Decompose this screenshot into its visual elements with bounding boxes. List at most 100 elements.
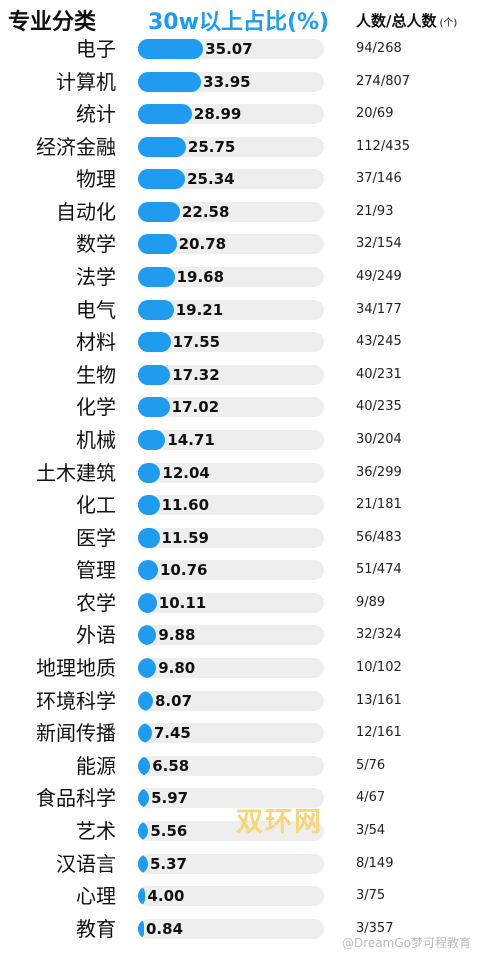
value-label: 8.07	[155, 691, 193, 710]
value-label: 17.55	[172, 333, 221, 352]
bar-track	[138, 267, 324, 288]
count-label: 49/249	[356, 269, 402, 285]
value-label: 17.02	[171, 398, 220, 417]
bar-row: 机械 14.71 30/204	[0, 425, 500, 455]
bar-track	[138, 690, 324, 711]
count-label: 10/102	[356, 660, 402, 676]
bar	[138, 755, 151, 776]
bar-track	[138, 332, 324, 353]
category-label: 农学	[76, 590, 116, 615]
bar-track	[138, 853, 324, 874]
count-label: 3/357	[356, 920, 394, 936]
category-label: 环境科学	[36, 688, 116, 713]
bar	[138, 169, 186, 190]
bar	[138, 39, 204, 59]
category-label: 医学	[76, 525, 116, 550]
category-label: 自动化	[56, 199, 116, 224]
bar-track	[138, 592, 324, 613]
header-major: 专业分类	[8, 10, 97, 35]
bar-track	[138, 71, 324, 92]
bar	[138, 332, 171, 353]
bar-track	[138, 364, 324, 385]
bar-row: 管理 10.76 51/474	[0, 555, 500, 585]
category-label: 计算机	[56, 69, 116, 94]
value-label: 19.68	[176, 268, 225, 287]
bar	[138, 820, 149, 841]
count-label: 20/69	[356, 106, 394, 122]
bar-row: 农学 10.11 9/89	[0, 588, 500, 618]
category-label: 艺术	[76, 818, 116, 843]
bar-track	[138, 527, 324, 548]
value-label: 28.99	[193, 105, 242, 124]
count-label: 8/149	[356, 855, 394, 871]
bar-row: 化工 11.60 21/181	[0, 490, 500, 520]
count-label: 21/93	[356, 203, 394, 219]
category-label: 地理地质	[36, 656, 116, 681]
bar-row: 经济金融 25.75 112/435	[0, 132, 500, 162]
bar-row: 能源 6.58 5/76	[0, 751, 500, 781]
bar-track	[138, 560, 324, 581]
bar-track	[138, 658, 324, 679]
value-label: 17.32	[172, 365, 220, 384]
category-label: 食品科学	[36, 786, 116, 811]
count-label: 32/154	[356, 236, 402, 252]
bar-track	[138, 397, 324, 418]
bar-track	[138, 429, 324, 450]
bar-row: 地理地质 9.80 10/102	[0, 653, 500, 683]
bar-row: 法学 19.68 49/249	[0, 262, 500, 292]
count-label: 4/67	[356, 790, 386, 806]
count-label: 43/245	[356, 334, 402, 350]
bar-track	[138, 299, 324, 320]
count-label: 56/483	[356, 529, 402, 545]
value-label: 11.59	[161, 528, 209, 547]
bar	[138, 267, 175, 288]
bar-track	[138, 39, 324, 59]
bar	[138, 886, 146, 907]
count-label: 13/161	[356, 692, 402, 708]
category-label: 土木建筑	[36, 460, 116, 485]
bar-track	[138, 462, 324, 483]
value-label: 4.00	[147, 887, 185, 906]
count-label: 36/299	[356, 464, 402, 480]
bar-track	[138, 136, 324, 157]
bar	[138, 690, 153, 711]
count-label: 40/231	[356, 366, 402, 382]
category-label: 机械	[76, 427, 116, 452]
value-label: 6.58	[152, 756, 190, 775]
category-label: 教育	[76, 916, 116, 941]
value-label: 0.84	[146, 919, 184, 938]
header-share: 30w以上占比(%)	[148, 10, 330, 35]
bar-row: 统计 28.99 20/69	[0, 99, 500, 129]
bar-row: 自动化 22.58 21/93	[0, 197, 500, 227]
bar	[138, 299, 174, 320]
bar-row: 食品科学 5.97 4/67	[0, 783, 500, 813]
header-count-unit: (个)	[439, 18, 458, 29]
bar-row: 物理 25.34 37/146	[0, 164, 500, 194]
bar-track	[138, 625, 324, 646]
bar-row: 医学 11.59 56/483	[0, 523, 500, 553]
bar-track	[138, 104, 324, 125]
bar-row: 新闻传播 7.45 12/161	[0, 718, 500, 748]
bar	[138, 495, 160, 516]
count-label: 9/89	[356, 594, 386, 610]
count-label: 112/435	[356, 138, 411, 154]
count-label: 5/76	[356, 757, 386, 773]
count-label: 3/54	[356, 822, 386, 838]
bar-row: 艺术 5.56 3/54	[0, 816, 500, 846]
category-label: 外语	[76, 623, 116, 648]
bar-row: 材料 17.55 43/245	[0, 327, 500, 357]
header-count-label: 人数/总人数	[356, 12, 437, 30]
count-label: 274/807	[356, 73, 411, 89]
count-label: 34/177	[356, 301, 402, 317]
category-label: 心理	[76, 884, 116, 909]
value-label: 12.04	[162, 463, 210, 482]
header-count: 人数/总人数 (个)	[356, 10, 457, 31]
bar-track	[138, 886, 324, 907]
value-label: 22.58	[181, 202, 230, 221]
bar	[138, 104, 192, 125]
watermark-logo: 双环网	[236, 807, 323, 838]
bar	[138, 658, 157, 679]
bar	[138, 397, 170, 418]
bar	[138, 918, 144, 939]
